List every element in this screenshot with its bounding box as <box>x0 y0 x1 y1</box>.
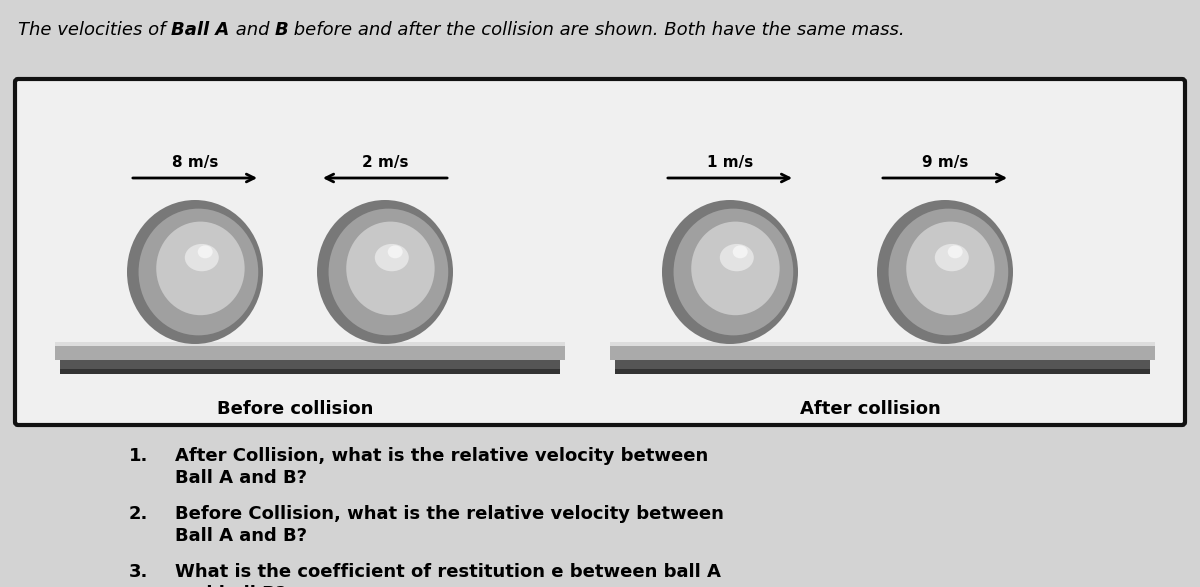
Ellipse shape <box>317 200 454 344</box>
Text: Ball A and B?: Ball A and B? <box>175 527 307 545</box>
Bar <box>616 360 1150 370</box>
Text: After collision: After collision <box>799 400 941 418</box>
Ellipse shape <box>362 239 386 305</box>
Ellipse shape <box>374 244 409 271</box>
Ellipse shape <box>198 245 212 258</box>
Text: before and after the collision are shown. Both have the same mass.: before and after the collision are shown… <box>288 21 905 39</box>
Ellipse shape <box>388 245 403 258</box>
Bar <box>60 369 560 374</box>
Ellipse shape <box>156 222 245 315</box>
Text: 2 m/s: 2 m/s <box>361 155 408 170</box>
Ellipse shape <box>733 245 748 258</box>
Text: After Collision, what is the relative velocity between: After Collision, what is the relative ve… <box>175 447 708 465</box>
Ellipse shape <box>948 245 962 258</box>
Ellipse shape <box>173 239 197 305</box>
Ellipse shape <box>906 222 995 315</box>
Text: Ball A and B?: Ball A and B? <box>175 469 307 487</box>
Text: B: B <box>275 21 288 39</box>
Bar <box>60 360 560 370</box>
Bar <box>616 369 1150 374</box>
Ellipse shape <box>720 244 754 271</box>
Ellipse shape <box>673 208 793 335</box>
Ellipse shape <box>127 200 263 344</box>
Text: The velocities of: The velocities of <box>18 21 172 39</box>
Text: 9 m/s: 9 m/s <box>922 155 968 170</box>
Text: 1 m/s: 1 m/s <box>707 155 754 170</box>
Ellipse shape <box>888 208 1008 335</box>
Text: 3.: 3. <box>128 563 148 581</box>
Ellipse shape <box>138 208 258 335</box>
Text: Ball A: Ball A <box>172 21 229 39</box>
Ellipse shape <box>185 244 218 271</box>
Text: What is the coefficient of restitution e between ball A: What is the coefficient of restitution e… <box>175 563 721 581</box>
Ellipse shape <box>347 222 434 315</box>
Text: and: and <box>229 21 275 39</box>
Text: and ball B?: and ball B? <box>175 585 286 587</box>
Ellipse shape <box>923 239 947 305</box>
Text: 2.: 2. <box>128 505 148 523</box>
Bar <box>610 342 1154 360</box>
Ellipse shape <box>329 208 449 335</box>
Bar <box>55 342 565 360</box>
Ellipse shape <box>662 200 798 344</box>
Ellipse shape <box>691 222 780 315</box>
Text: 1.: 1. <box>128 447 148 465</box>
Ellipse shape <box>708 239 732 305</box>
Bar <box>610 342 1154 346</box>
Bar <box>55 342 565 346</box>
Text: 8 m/s: 8 m/s <box>172 155 218 170</box>
Text: Before collision: Before collision <box>217 400 373 418</box>
Ellipse shape <box>877 200 1013 344</box>
Text: Before Collision, what is the relative velocity between: Before Collision, what is the relative v… <box>175 505 724 523</box>
FancyBboxPatch shape <box>14 79 1186 425</box>
Ellipse shape <box>935 244 968 271</box>
